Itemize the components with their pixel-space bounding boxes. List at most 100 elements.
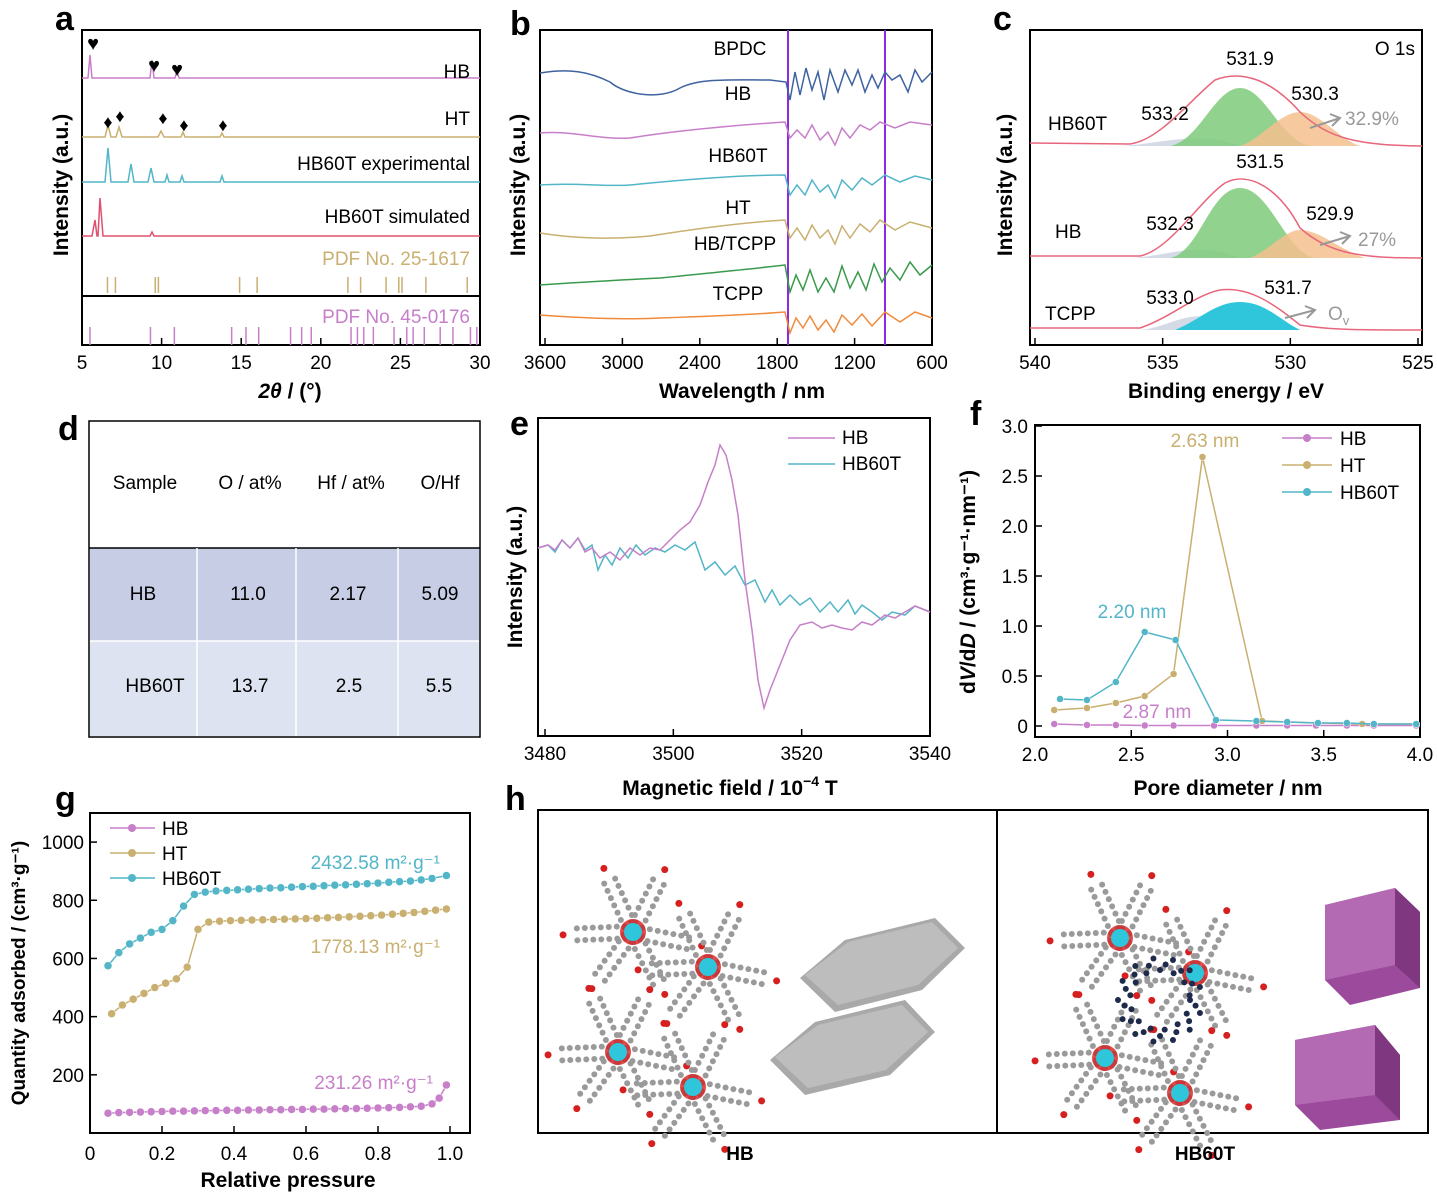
table-cell: HB60T xyxy=(125,676,185,697)
panel-a: a Intensity (a.u.) 2θ / (°) 5 10 15 20 25 30 … xyxy=(50,0,491,403)
carbon-atom xyxy=(596,1022,603,1029)
carbon-atom xyxy=(1147,947,1154,954)
carbon-atom xyxy=(1162,1043,1169,1050)
carbon-atom xyxy=(712,1094,719,1101)
g-data-point xyxy=(103,1108,113,1118)
ann-2-20: 2.20 nm xyxy=(1098,602,1167,623)
peak-532-3: 532.3 xyxy=(1146,214,1194,235)
panel-a-letter: a xyxy=(55,0,75,38)
carbon-atom xyxy=(598,936,605,943)
carbon-atom xyxy=(649,954,656,961)
g-data-point xyxy=(442,904,451,914)
carbon-atom xyxy=(1161,1070,1168,1077)
carbon-atom xyxy=(1139,945,1146,952)
carbon-atom xyxy=(672,959,679,966)
oxygen-atom xyxy=(1133,992,1141,1000)
carbon-atom xyxy=(686,979,693,986)
f-y-tick-label: 0 xyxy=(1017,717,1028,738)
carbon-atom xyxy=(1193,1087,1200,1094)
carbon-atom xyxy=(729,962,736,969)
c-x-tick-label: 540 xyxy=(1019,353,1051,374)
oxygen-atom xyxy=(1162,905,1170,913)
carbon-atom xyxy=(589,1007,596,1014)
g-data-point xyxy=(190,1106,199,1116)
carbon-atom xyxy=(1180,931,1187,938)
carbon-atom xyxy=(1207,1137,1214,1144)
carbon-atom xyxy=(1208,924,1215,931)
carbon-atom xyxy=(601,880,608,887)
carbon-atom xyxy=(1215,1002,1222,1009)
g-data-point xyxy=(330,880,340,890)
legend-hb-label: HB xyxy=(842,428,868,449)
carbon-atom xyxy=(728,1097,735,1104)
carbon-atom xyxy=(1122,1107,1129,1114)
carbon-atom xyxy=(1133,916,1140,923)
carbon-atom xyxy=(1155,1072,1162,1079)
carbon-atom xyxy=(1151,965,1158,972)
carbon-atom xyxy=(676,915,683,922)
carbon-atom xyxy=(1139,1131,1146,1138)
carbon-atom xyxy=(1118,951,1125,958)
g-legend-marker xyxy=(128,824,136,832)
a-x-tick-label: 25 xyxy=(390,353,411,374)
f-legend-label: HB xyxy=(1340,429,1366,450)
g-data-point xyxy=(416,1101,426,1111)
carbon-atom xyxy=(1097,1071,1104,1078)
linker-molecule xyxy=(684,1081,729,1153)
carbon-atom xyxy=(1153,1096,1160,1103)
g-data-point xyxy=(280,914,289,924)
a-x-tick-label: 20 xyxy=(310,353,331,374)
c-x-tick-label: 530 xyxy=(1274,353,1306,374)
label-hb: HB xyxy=(444,62,470,83)
carbon-atom xyxy=(695,1059,702,1066)
carbon-atom xyxy=(1137,882,1144,889)
hb60t-exp-xrd-curve xyxy=(82,147,480,183)
carbon-atom xyxy=(590,1044,597,1051)
carbon-atom xyxy=(1097,1030,1104,1037)
g-data-point xyxy=(406,1102,415,1112)
carbon-atom xyxy=(577,1090,584,1097)
porphyrin-atom xyxy=(1157,1033,1163,1039)
carbon-atom xyxy=(635,996,642,1003)
carbon-atom xyxy=(620,951,627,958)
g-data-point xyxy=(136,933,145,943)
label-tcpp: TCPP xyxy=(713,284,764,305)
f-data-point xyxy=(1140,628,1149,636)
carbon-atom xyxy=(592,970,599,977)
oxygen-atom xyxy=(619,1086,627,1094)
carbon-atom xyxy=(678,932,685,939)
heart-marker: ♥ xyxy=(171,59,183,81)
carbon-atom xyxy=(1120,1086,1127,1093)
carbon-atom xyxy=(631,945,638,952)
porphyrin-atom xyxy=(1135,1018,1142,1025)
g-data-point xyxy=(254,1105,264,1115)
f-y-tick-label: 2.5 xyxy=(1002,467,1028,488)
carbon-atom xyxy=(1134,1055,1141,1062)
g-data-point xyxy=(388,909,397,919)
carbon-atom xyxy=(1147,982,1154,989)
g-data-point xyxy=(114,1108,124,1117)
hf-metal-node xyxy=(699,958,717,976)
oxygen-atom xyxy=(1046,937,1054,945)
g-y-tick-label: 400 xyxy=(52,1008,84,1029)
label-hbtcpp: HB/TCPP xyxy=(694,234,776,255)
label-hb60t-exp: HB60T experimental xyxy=(297,154,470,175)
carbon-atom xyxy=(616,958,623,965)
carbon-atom xyxy=(1152,1085,1159,1092)
porphyrin-atom xyxy=(1121,1002,1128,1009)
panel-b: b Intensity (a.u.) Wavelength / nm 3600 3… xyxy=(507,5,948,403)
panel-g-frame xyxy=(89,812,471,1134)
g-data-point xyxy=(136,1107,145,1117)
carbon-atom xyxy=(1084,1001,1091,1008)
carbon-atom xyxy=(1061,1050,1068,1057)
carbon-atom xyxy=(665,971,672,978)
g-data-point xyxy=(366,911,376,920)
carbon-atom xyxy=(721,945,728,952)
hb60t-epr-curve xyxy=(537,536,931,621)
carbon-atom xyxy=(649,1079,656,1086)
carbon-atom xyxy=(1204,958,1211,965)
carbon-atom xyxy=(714,932,721,939)
carbon-atom xyxy=(664,1042,671,1049)
carbon-atom xyxy=(1168,1012,1175,1019)
carbon-atom xyxy=(1230,983,1237,990)
